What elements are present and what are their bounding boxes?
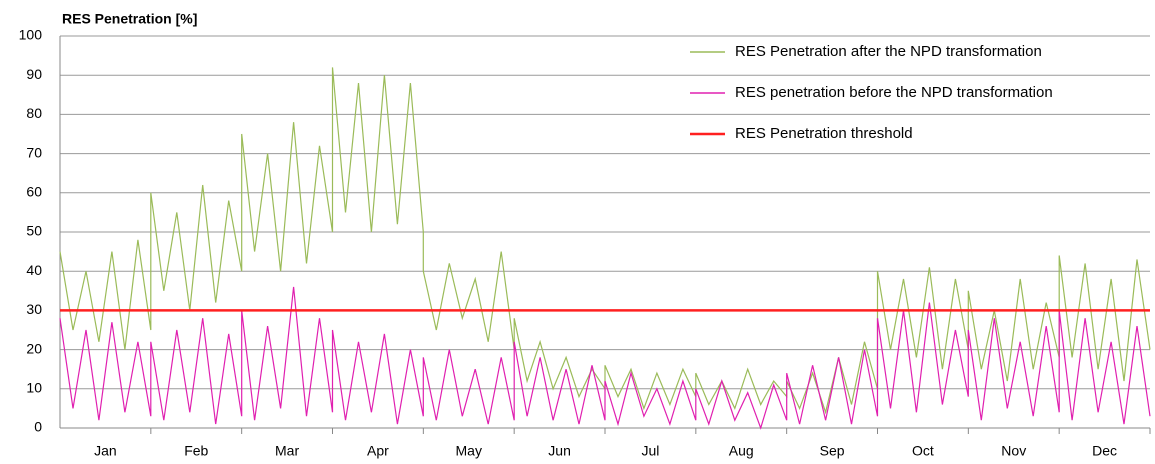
y-tick-label: 0 bbox=[34, 419, 42, 435]
x-tick-label: Aug bbox=[729, 443, 754, 459]
y-tick-label: 50 bbox=[26, 223, 42, 239]
series-line bbox=[59, 67, 1151, 415]
y-tick-label: 60 bbox=[26, 184, 42, 200]
x-tick-label: Jan bbox=[94, 443, 117, 459]
x-tick-label: Oct bbox=[912, 443, 934, 459]
y-tick-label: 30 bbox=[26, 301, 42, 317]
y-tick-label: 90 bbox=[26, 66, 42, 82]
x-tick-label: Mar bbox=[275, 443, 299, 459]
y-tick-label: 10 bbox=[26, 380, 42, 396]
x-tick-label: Nov bbox=[1001, 443, 1026, 459]
y-tick-label: 100 bbox=[19, 27, 43, 43]
x-tick-label: Jul bbox=[641, 443, 659, 459]
legend-label: RES penetration before the NPD transform… bbox=[735, 84, 1053, 101]
chart-title: RES Penetration [%] bbox=[62, 11, 197, 27]
y-tick-label: 40 bbox=[26, 262, 42, 278]
x-tick-label: Sep bbox=[820, 443, 845, 459]
y-tick-label: 20 bbox=[26, 340, 42, 356]
y-tick-label: 80 bbox=[26, 105, 42, 121]
x-tick-label: Feb bbox=[184, 443, 208, 459]
x-tick-label: Dec bbox=[1092, 443, 1117, 459]
x-tick-label: May bbox=[456, 443, 482, 459]
series-line bbox=[59, 286, 1151, 430]
legend-label: RES Penetration after the NPD transforma… bbox=[735, 43, 1042, 60]
x-tick-label: Jun bbox=[548, 443, 571, 459]
legend-label: RES Penetration threshold bbox=[735, 125, 913, 142]
y-tick-label: 70 bbox=[26, 144, 42, 160]
x-tick-label: Apr bbox=[367, 443, 389, 459]
